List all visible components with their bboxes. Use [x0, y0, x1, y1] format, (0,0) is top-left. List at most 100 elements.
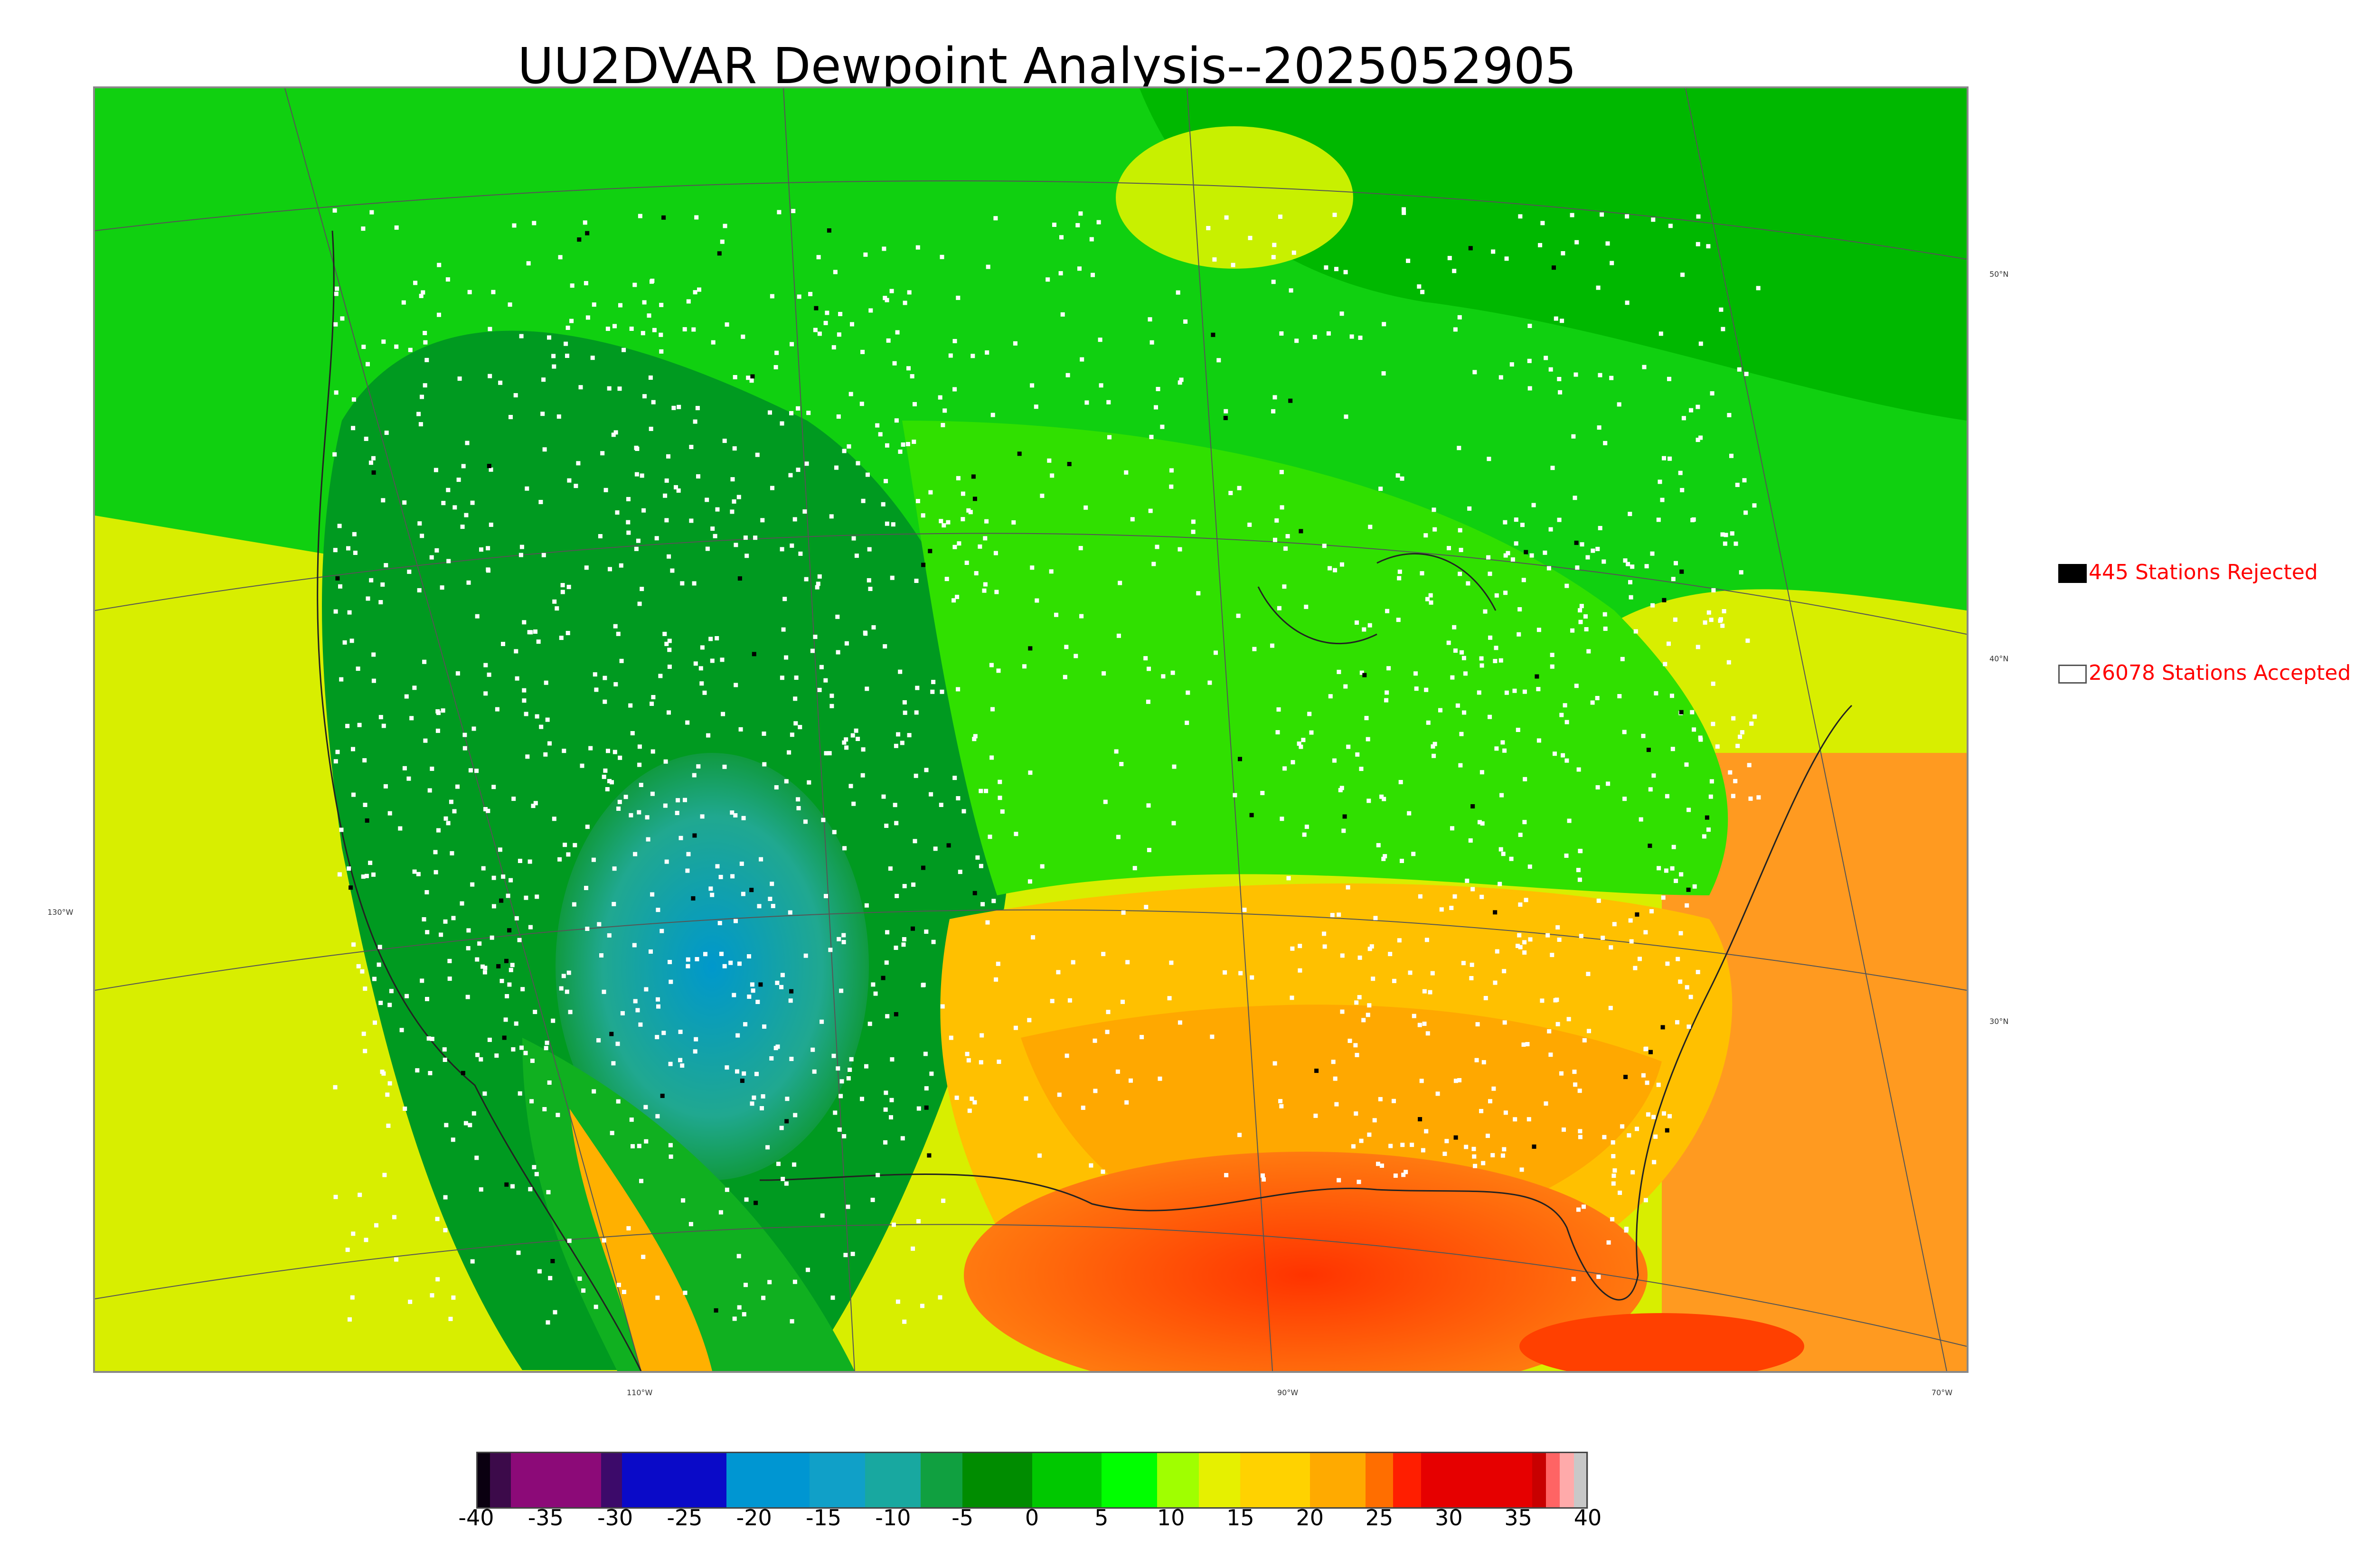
station-marker [499, 898, 504, 903]
station-marker [1460, 650, 1464, 655]
station-marker [1075, 223, 1080, 227]
station-marker [1620, 657, 1625, 661]
station-marker [837, 332, 841, 337]
station-marker [1450, 826, 1454, 831]
station-marker [466, 580, 471, 585]
station-marker [1178, 547, 1182, 552]
station-marker [1595, 785, 1600, 789]
station-marker [829, 704, 834, 708]
station-marker [1630, 564, 1635, 569]
station-marker [829, 514, 834, 519]
station-marker [1453, 327, 1458, 332]
station-marker [1493, 980, 1498, 985]
station-marker [836, 1066, 840, 1071]
station-marker [1559, 1071, 1564, 1076]
station-marker [348, 1317, 352, 1322]
station-marker [487, 672, 491, 677]
station-marker [1261, 1173, 1265, 1178]
station-marker [1431, 744, 1435, 749]
central-plains [902, 421, 1728, 895]
station-marker [591, 857, 596, 862]
lat-label-50n: 50°N [1989, 270, 2009, 279]
station-marker [613, 682, 618, 686]
station-marker [946, 520, 951, 525]
station-marker [373, 1020, 377, 1025]
station-marker [889, 1115, 893, 1120]
station-marker [1522, 820, 1527, 825]
station-marker [1228, 491, 1233, 495]
station-marker [1720, 532, 1725, 537]
station-marker [1077, 266, 1082, 271]
station-marker [1083, 505, 1088, 510]
station-marker [1522, 950, 1527, 955]
station-marker [1413, 671, 1418, 676]
station-marker [1080, 357, 1084, 362]
station-marker [1147, 848, 1151, 853]
station-marker [585, 825, 590, 829]
station-marker [528, 1187, 533, 1192]
station-marker [649, 949, 653, 954]
station-marker [553, 1310, 557, 1314]
station-marker [1705, 815, 1709, 820]
station-marker [744, 554, 749, 558]
station-marker [461, 464, 466, 469]
station-marker [383, 784, 388, 789]
station-marker [1161, 674, 1166, 679]
station-marker [1453, 648, 1458, 653]
station-marker [1386, 666, 1391, 671]
graticule [95, 88, 1967, 1371]
station-marker [901, 442, 905, 447]
station-marker [1353, 1043, 1358, 1048]
station-marker [1500, 1153, 1505, 1158]
station-marker [1488, 635, 1493, 640]
station-marker [1722, 609, 1726, 613]
station-marker [548, 1276, 553, 1280]
station-marker [403, 1107, 407, 1111]
dewpoint-map[interactable] [93, 86, 1969, 1373]
station-marker [535, 714, 539, 719]
colorbar-segment [511, 1452, 602, 1509]
station-marker [1324, 265, 1328, 270]
station-marker [433, 468, 438, 472]
station-marker [1143, 656, 1148, 661]
colorbar-tick-label: -35 [528, 1505, 564, 1530]
station-marker [816, 582, 820, 586]
station-marker [364, 436, 368, 441]
station-marker [1561, 251, 1565, 255]
station-marker [890, 575, 895, 580]
station-marker [736, 495, 741, 499]
station-marker [979, 1060, 983, 1065]
station-marker [814, 306, 819, 310]
station-marker [885, 521, 889, 526]
station-marker [631, 1144, 635, 1149]
station-marker [1517, 632, 1521, 637]
station-marker [1054, 612, 1058, 617]
station-marker [634, 472, 639, 477]
colorbar-tick-label: -10 [875, 1505, 911, 1530]
station-marker [418, 422, 423, 427]
station-marker [526, 261, 531, 266]
station-marker [896, 732, 901, 737]
station-marker [494, 1053, 499, 1058]
station-marker [577, 237, 582, 242]
station-marker [489, 522, 493, 527]
station-marker [1216, 358, 1221, 363]
page-title: UU2DVAR Dewpoint Analysis--2025052905 [518, 37, 1577, 95]
station-marker [1602, 559, 1606, 564]
station-marker [499, 978, 504, 983]
station-marker [1564, 583, 1569, 588]
station-marker [385, 1092, 390, 1097]
station-marker [956, 687, 961, 692]
station-marker [954, 1095, 959, 1100]
station-marker [1679, 872, 1684, 877]
station-marker [1463, 671, 1468, 676]
station-marker [846, 1204, 850, 1209]
station-marker [893, 803, 897, 807]
station-marker [1289, 288, 1293, 293]
station-marker [1183, 319, 1188, 324]
station-marker [335, 576, 340, 581]
station-marker [542, 447, 547, 452]
station-marker [596, 1038, 601, 1042]
station-marker [940, 1004, 945, 1009]
station-marker [1343, 270, 1348, 274]
